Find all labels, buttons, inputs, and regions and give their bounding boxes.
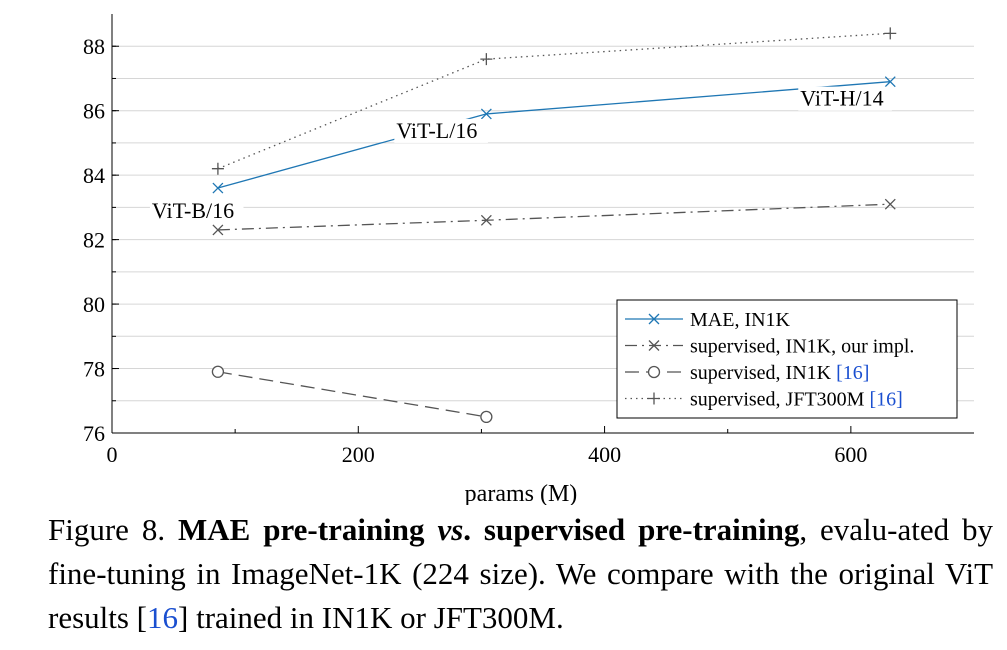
- annotation-label: ViT-H/14: [800, 86, 883, 111]
- series-3: [211, 27, 897, 175]
- legend-label: supervised, IN1K [16]: [690, 362, 869, 384]
- data-point: [211, 162, 224, 175]
- y-tick-label: 78: [83, 357, 105, 382]
- x-tick-label: 600: [834, 442, 867, 467]
- data-point: [480, 214, 492, 226]
- caption-vs: vs: [437, 512, 464, 547]
- x-axis-label: params (M): [465, 481, 578, 505]
- chart: 76 78 80 82 84 86 88 0 200 400 600 params (M) ViT-B/…: [83, 14, 974, 505]
- figure-label: Figure 8.: [48, 512, 166, 547]
- y-tick-label: 84: [83, 163, 105, 188]
- legend-label: supervised, JFT300M [16]: [690, 389, 903, 411]
- legend-marker: [648, 392, 660, 405]
- caption-cite-link[interactable]: 16: [147, 600, 179, 635]
- x-tick-label: 200: [342, 442, 375, 467]
- series-1: [212, 198, 896, 236]
- data-point: [480, 410, 493, 424]
- y-tick-label: 76: [83, 421, 105, 446]
- annotation-bg: [394, 118, 488, 143]
- data-point: [212, 182, 224, 194]
- annotation-label: ViT-B/16: [152, 198, 234, 223]
- data-point: [211, 365, 225, 378]
- legend-marker: [648, 313, 660, 325]
- figure-caption: Figure 8. MAE pre-training vs. supervise…: [48, 508, 993, 640]
- x-tick-label: 0: [107, 442, 118, 467]
- data-point: [212, 224, 224, 236]
- legend-cite[interactable]: [16]: [836, 362, 869, 384]
- series-line: [217, 32, 891, 170]
- y-tick-label: 82: [83, 228, 105, 253]
- data-point: [884, 27, 897, 40]
- caption-bold-a: MAE pre-training: [178, 512, 425, 547]
- data-point: [480, 53, 493, 66]
- caption-bold-b: . supervised pre-training: [463, 512, 800, 547]
- legend-box: [616, 299, 958, 419]
- data-point: [480, 108, 492, 120]
- data-point: [884, 198, 896, 210]
- series-0: [212, 76, 896, 194]
- annotation-bg: [798, 86, 892, 111]
- caption-text-b: ] trained in IN1K or JFT300M.: [178, 600, 564, 635]
- legend-cite[interactable]: [16]: [869, 389, 902, 411]
- series-line: [217, 203, 891, 231]
- legend-label: supervised, IN1K, our impl.: [690, 336, 914, 358]
- annotation-label: ViT-L/16: [396, 118, 477, 143]
- caption-text-a: , evalu-ated by fine-tuning in ImageNet-…: [48, 512, 994, 635]
- legend-label: MAE, IN1K: [690, 309, 791, 331]
- data-point: [884, 76, 896, 88]
- series-line: [217, 81, 891, 189]
- series-line: [217, 371, 487, 418]
- y-tick-label: 80: [83, 292, 105, 317]
- annotation-bg: [149, 199, 244, 224]
- legend-marker: [648, 340, 660, 351]
- x-tick-label: 400: [588, 442, 621, 467]
- y-tick-label: 88: [83, 34, 105, 59]
- y-tick-label: 86: [83, 99, 105, 124]
- legend-marker: [647, 365, 661, 379]
- series-2: [211, 365, 493, 424]
- legend: MAE, IN1K supervised, IN1K, our impl. supe…: [616, 299, 958, 419]
